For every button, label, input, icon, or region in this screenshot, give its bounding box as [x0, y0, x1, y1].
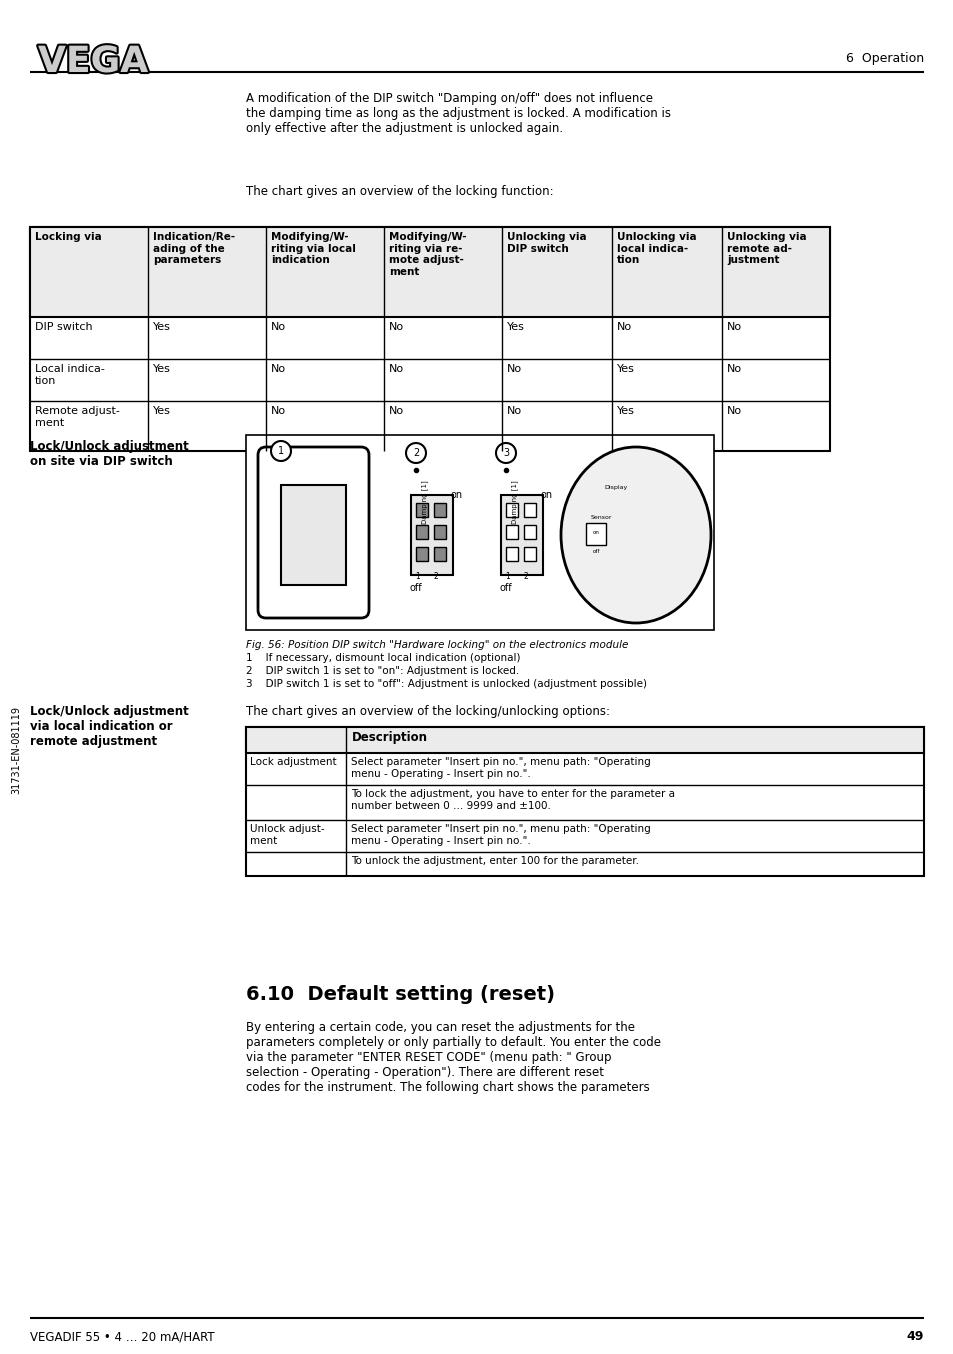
Text: No: No — [389, 364, 404, 374]
Text: No: No — [506, 406, 521, 416]
Text: Unlocking via
DIP switch: Unlocking via DIP switch — [506, 232, 586, 253]
Text: No: No — [271, 322, 286, 332]
Bar — [30, 227, 829, 451]
Text: Display: Display — [604, 485, 627, 490]
Bar — [585, 523, 605, 546]
Text: Unlocking via
local indica-
tion: Unlocking via local indica- tion — [617, 232, 696, 265]
Text: Damping [1]: Damping [1] — [511, 481, 517, 524]
Text: No: No — [389, 322, 404, 332]
Text: DIP switch: DIP switch — [35, 322, 92, 332]
Text: No: No — [726, 364, 741, 374]
Text: off: off — [409, 584, 422, 593]
Text: Select parameter "Insert pin no.", menu path: "Operating
menu - Operating - Inse: Select parameter "Insert pin no.", menu … — [351, 825, 650, 846]
Text: 1: 1 — [416, 571, 420, 581]
Text: on: on — [592, 529, 598, 535]
Text: 2: 2 — [413, 448, 418, 458]
Text: No: No — [271, 364, 286, 374]
Text: Description: Description — [352, 731, 428, 743]
Text: Yes: Yes — [152, 364, 171, 374]
Text: Yes: Yes — [506, 322, 524, 332]
Bar — [434, 502, 446, 517]
Bar — [30, 227, 829, 317]
Text: No: No — [506, 364, 521, 374]
Bar — [416, 525, 428, 539]
Text: 6.10  Default setting (reset): 6.10 Default setting (reset) — [246, 984, 555, 1005]
Text: 49: 49 — [905, 1330, 923, 1343]
Text: No: No — [389, 406, 404, 416]
Text: on: on — [451, 490, 462, 500]
Text: 2    DIP switch 1 is set to "on": Adjustment is locked.: 2 DIP switch 1 is set to "on": Adjustmen… — [246, 666, 518, 676]
Text: 2: 2 — [434, 571, 438, 581]
Text: Select parameter "Insert pin no.", menu path: "Operating
menu - Operating - Inse: Select parameter "Insert pin no.", menu … — [351, 757, 650, 779]
Text: off: off — [499, 584, 512, 593]
Bar — [505, 547, 517, 561]
Text: Modifying/W-
riting via local
indication: Modifying/W- riting via local indication — [271, 232, 355, 265]
Text: Lock adjustment: Lock adjustment — [250, 757, 336, 766]
Text: 1: 1 — [505, 571, 510, 581]
Bar — [246, 727, 923, 753]
Text: 31731-EN-081119: 31731-EN-081119 — [11, 705, 21, 793]
Ellipse shape — [560, 447, 710, 623]
Bar — [416, 547, 428, 561]
Text: Unlock adjust-
ment: Unlock adjust- ment — [250, 825, 324, 846]
Text: The chart gives an overview of the locking/unlocking options:: The chart gives an overview of the locki… — [246, 705, 609, 718]
Text: Lock/Unlock adjustment
on site via DIP switch: Lock/Unlock adjustment on site via DIP s… — [30, 440, 189, 468]
Bar — [30, 227, 829, 317]
Text: 1    If necessary, dismount local indication (optional): 1 If necessary, dismount local indicatio… — [246, 653, 520, 663]
Text: 1: 1 — [277, 445, 284, 456]
Text: To unlock the adjustment, enter 100 for the parameter.: To unlock the adjustment, enter 100 for … — [351, 856, 639, 867]
Text: Local indica-
tion: Local indica- tion — [35, 364, 105, 386]
Text: Lock/Unlock adjustment
via local indication or
remote adjustment: Lock/Unlock adjustment via local indicat… — [30, 705, 189, 747]
Text: To lock the adjustment, you have to enter for the parameter a
number between 0 …: To lock the adjustment, you have to ente… — [351, 789, 675, 811]
Text: off: off — [592, 548, 599, 554]
Circle shape — [271, 441, 291, 460]
Text: Unlocking via
remote ad-
justment: Unlocking via remote ad- justment — [726, 232, 806, 265]
Text: 3    DIP switch 1 is set to "off": Adjustment is unlocked (adjustment possible): 3 DIP switch 1 is set to "off": Adjustme… — [246, 678, 646, 689]
Text: No: No — [271, 406, 286, 416]
Bar — [416, 502, 428, 517]
Bar — [246, 727, 923, 876]
Text: VEGA: VEGA — [38, 45, 149, 79]
Text: Damping [1]: Damping [1] — [420, 481, 427, 524]
Text: Fig. 56: Position DIP switch "Hardware locking" on the electronics module: Fig. 56: Position DIP switch "Hardware l… — [246, 640, 628, 650]
Text: on: on — [540, 490, 553, 500]
Text: No: No — [617, 322, 632, 332]
Text: Yes: Yes — [152, 406, 171, 416]
Text: Yes: Yes — [617, 406, 634, 416]
Text: No: No — [726, 322, 741, 332]
Bar — [411, 496, 453, 575]
Text: 2: 2 — [523, 571, 528, 581]
Bar — [434, 547, 446, 561]
Text: By entering a certain code, you can reset the adjustments for the
parameters com: By entering a certain code, you can rese… — [246, 1021, 660, 1094]
Text: The chart gives an overview of the locking function:: The chart gives an overview of the locki… — [246, 185, 553, 198]
Bar — [246, 435, 713, 630]
Bar — [523, 502, 536, 517]
Bar — [434, 525, 446, 539]
Bar — [505, 525, 517, 539]
Bar — [281, 485, 346, 585]
Bar — [500, 496, 542, 575]
Bar — [523, 525, 536, 539]
Circle shape — [496, 443, 516, 463]
Text: Yes: Yes — [617, 364, 634, 374]
Bar — [505, 502, 517, 517]
Text: Sensor: Sensor — [590, 515, 611, 520]
Text: 3: 3 — [502, 448, 509, 458]
Text: Modifying/W-
riting via re-
mote adjust-
ment: Modifying/W- riting via re- mote adjust-… — [389, 232, 466, 276]
Text: Remote adjust-
ment: Remote adjust- ment — [35, 406, 120, 428]
Text: VEGADIF 55 • 4 … 20 mA/HART: VEGADIF 55 • 4 … 20 mA/HART — [30, 1330, 214, 1343]
FancyBboxPatch shape — [257, 447, 369, 617]
Text: A modification of the DIP switch "Damping on/off" does not influence
the damping: A modification of the DIP switch "Dampin… — [246, 92, 670, 135]
Text: Indication/Re-
ading of the
parameters: Indication/Re- ading of the parameters — [152, 232, 234, 265]
Text: Yes: Yes — [152, 322, 171, 332]
Text: Locking via: Locking via — [35, 232, 102, 242]
Bar — [246, 727, 923, 753]
Bar — [523, 547, 536, 561]
Circle shape — [406, 443, 426, 463]
Text: No: No — [726, 406, 741, 416]
Text: 6  Operation: 6 Operation — [845, 51, 923, 65]
